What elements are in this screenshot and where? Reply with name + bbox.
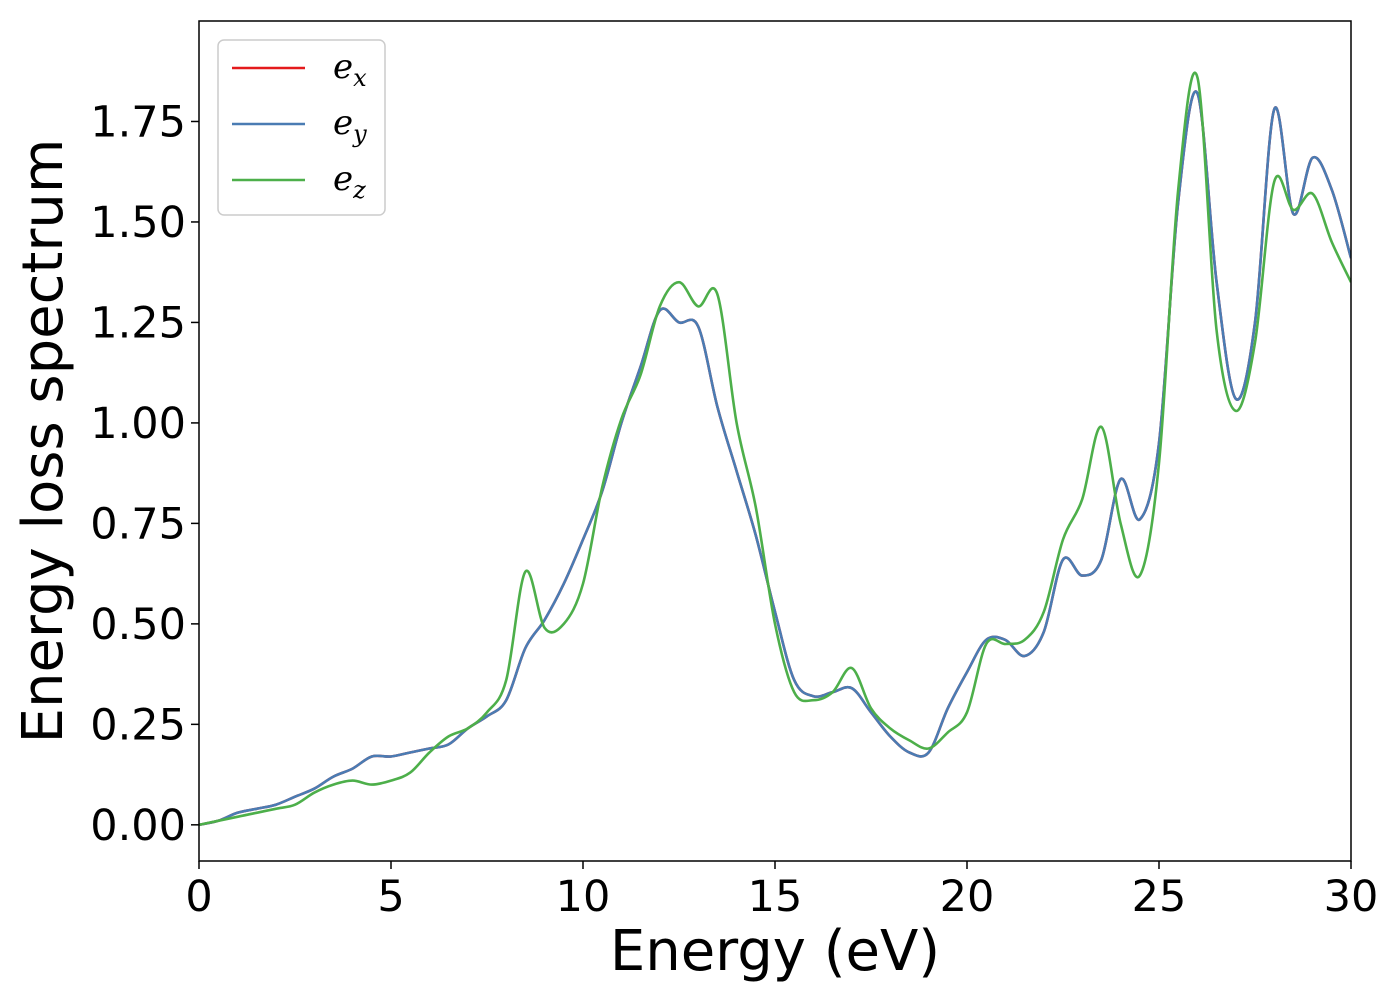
- y-tick-label: 1.50: [90, 198, 186, 248]
- series-line-y: [199, 90, 1351, 827]
- plot-area: [199, 71, 1351, 827]
- y-axis-title: Energy loss spectrum: [11, 139, 76, 744]
- x-tick-label: 25: [1132, 872, 1187, 922]
- x-tick-label: 15: [748, 872, 803, 922]
- x-axis: 0 5 10 15 20 25 30: [185, 861, 1378, 922]
- x-tick-label: 30: [1324, 872, 1379, 922]
- x-tick-label: 0: [185, 872, 212, 922]
- x-axis-title: Energy (eV): [610, 919, 940, 984]
- y-tick-label: 0.25: [90, 700, 186, 750]
- y-tick-label: 0.75: [90, 499, 186, 549]
- y-tick-label: 1.75: [90, 97, 186, 147]
- x-tick-label: 20: [940, 872, 995, 922]
- y-tick-label: 0.00: [90, 801, 186, 851]
- y-axis: 0.00 0.25 0.50 0.75 1.00 1.25 1.50 1.75: [90, 97, 199, 851]
- x-tick-label: 5: [377, 872, 404, 922]
- series-line-z: [199, 71, 1351, 827]
- y-tick-label: 0.50: [90, 600, 186, 650]
- y-tick-label: 1.00: [90, 399, 186, 449]
- y-tick-label: 1.25: [90, 298, 186, 348]
- x-tick-label: 10: [556, 872, 611, 922]
- legend-box: [217, 39, 386, 216]
